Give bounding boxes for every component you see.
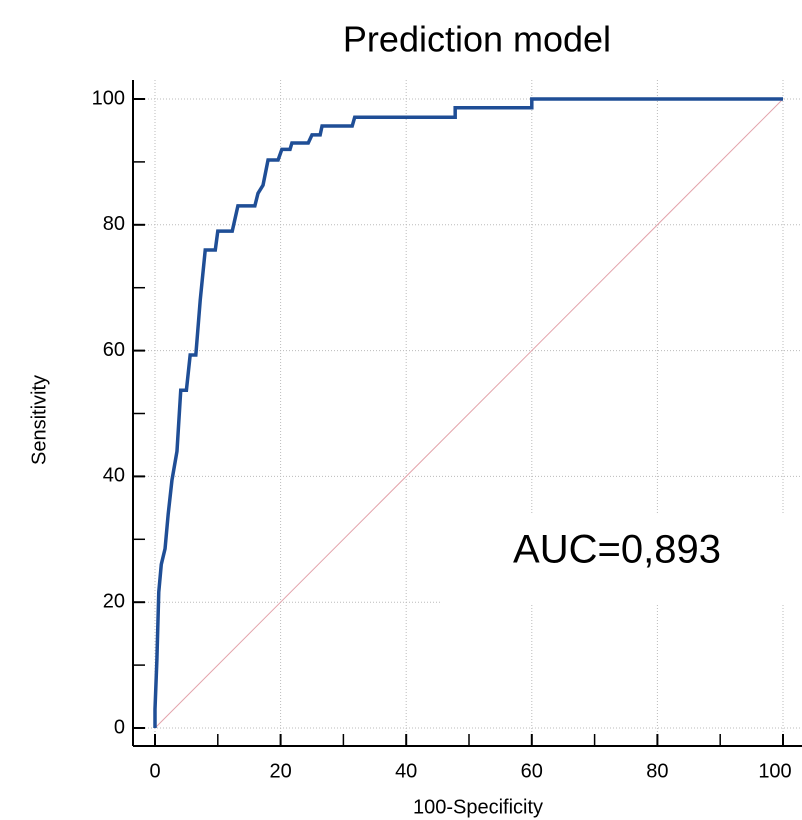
y-tick-label: 40 [103, 465, 125, 487]
y-tick-label: 0 [114, 716, 125, 738]
y-tick-label: 80 [103, 213, 125, 235]
y-tick-label: 100 [92, 87, 125, 109]
x-tick-label: 0 [149, 760, 160, 782]
x-tick-label: 20 [269, 760, 291, 782]
y-axis-label: Sensitivity [28, 375, 50, 465]
chart-title: Prediction model [343, 19, 611, 60]
roc-curve [153, 97, 783, 728]
annotation: AUC=0,893 [513, 528, 721, 572]
x-tick-label: 80 [646, 760, 668, 782]
x-tick-label: 40 [395, 760, 417, 782]
y-tick-label: 60 [103, 339, 125, 361]
reference-line [154, 98, 784, 729]
x-axis-label: 100-Specificity [413, 796, 543, 818]
annotation-box [440, 515, 802, 603]
x-tick-label: 60 [521, 760, 543, 782]
x-tick-label: 100 [758, 760, 791, 782]
y-tick-label: 20 [103, 590, 125, 612]
